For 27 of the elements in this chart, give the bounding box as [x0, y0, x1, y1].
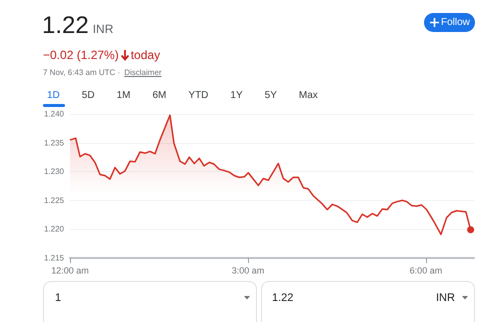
text: INR	[436, 292, 455, 304]
text: 6M	[152, 90, 166, 101]
y-tick-label: 1.220	[44, 224, 65, 234]
text: Max	[298, 90, 318, 101]
text: 7 Nov, 6:43 am UTC ·	[43, 68, 120, 77]
text: Follow	[441, 17, 470, 28]
y-tick-label: 1.235	[44, 138, 65, 148]
text: −0.02 (1.27%)	[43, 48, 119, 62]
x-tick-label: 12:00 am	[51, 266, 89, 276]
y-tick-label: 1.215	[44, 254, 65, 262]
text: 5Y	[264, 90, 277, 101]
text: today	[130, 48, 160, 62]
text: YTD	[188, 90, 208, 101]
text: 1.22	[42, 12, 89, 40]
text: 1	[55, 292, 62, 304]
text: INR	[92, 22, 114, 36]
y-tick-label: 1.230	[44, 167, 65, 176]
text: Disclaimer	[124, 68, 162, 77]
x-tick-label: 6:00 am	[410, 266, 442, 276]
text: 1.22	[272, 292, 294, 304]
text: 5D	[82, 90, 95, 101]
text: 1D	[47, 90, 60, 101]
y-tick-label: 1.225	[44, 196, 65, 205]
text: 1Y	[230, 90, 243, 101]
y-tick-label: 1.240	[44, 110, 65, 118]
text: 1M	[116, 90, 130, 101]
x-tick-label: 3:00 am	[232, 266, 264, 276]
